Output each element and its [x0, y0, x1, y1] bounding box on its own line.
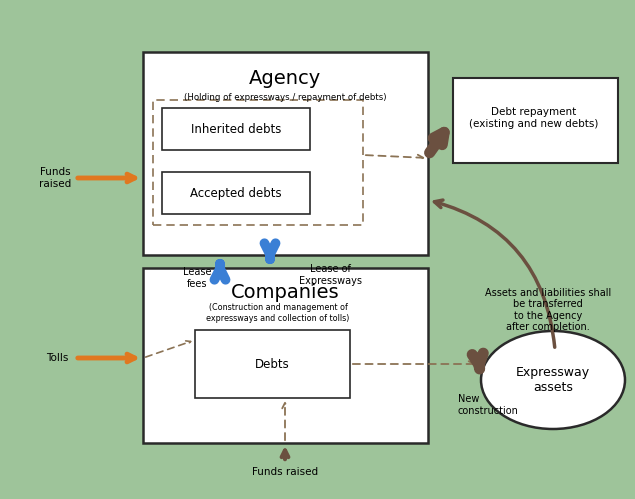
Text: Assets and liabilities shall
be transferred
to the Agency
after completion.: Assets and liabilities shall be transfer…	[485, 287, 611, 332]
Bar	[143, 52, 428, 255]
Text: Lease
fees: Lease fees	[183, 267, 211, 289]
Bar	[143, 268, 428, 443]
Ellipse shape	[481, 331, 625, 429]
Text: (Holding of expressways / repayment of debts): (Holding of expressways / repayment of d…	[184, 92, 386, 101]
Text: Accepted debts: Accepted debts	[190, 187, 282, 200]
Bar	[153, 100, 363, 225]
Text: Debts: Debts	[255, 357, 290, 370]
Text: Agency: Agency	[249, 68, 321, 87]
Text: New
construction: New construction	[458, 394, 519, 416]
Text: Funds
raised: Funds raised	[39, 167, 71, 189]
Text: Tolls: Tolls	[46, 353, 68, 363]
Bar	[453, 78, 618, 163]
Text: Lease of
Expressways: Lease of Expressways	[298, 264, 361, 286]
Text: Expressway
assets: Expressway assets	[516, 366, 590, 394]
Bar	[195, 330, 350, 398]
Text: Debt repayment
(existing and new debts): Debt repayment (existing and new debts)	[469, 107, 599, 129]
Bar	[162, 172, 310, 214]
Bar	[162, 108, 310, 150]
Text: Funds raised: Funds raised	[252, 467, 318, 477]
Text: Companies: Companies	[231, 282, 339, 301]
FancyArrowPatch shape	[434, 200, 555, 347]
Text: (Construction and management of
expressways and collection of tolls): (Construction and management of expressw…	[206, 303, 350, 323]
Text: Inherited debts: Inherited debts	[190, 122, 281, 136]
